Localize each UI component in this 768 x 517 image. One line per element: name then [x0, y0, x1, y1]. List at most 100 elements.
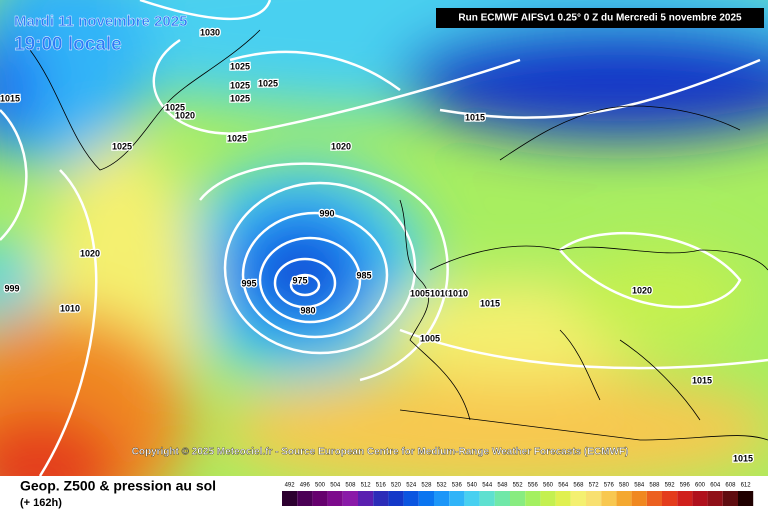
isobar-label: 1015 — [0, 93, 20, 103]
legend: 492 496 500 504 508 512 516 520 524 528 532 536 540 5… — [282, 483, 754, 506]
legend-swatch — [616, 491, 632, 506]
legend-label: 592 — [665, 483, 676, 489]
legend-swatch — [327, 491, 343, 506]
legend-label: 596 — [680, 483, 691, 489]
legend-label: 548 — [497, 483, 508, 489]
legend-label: 512 — [361, 483, 372, 489]
legend-swatch — [297, 491, 313, 506]
run-info: Run ECMWF AIFSv1 0.25° 0 Z du Mercredi 5… — [458, 13, 742, 24]
legend-label: 552 — [513, 483, 524, 489]
legend-label: 564 — [558, 483, 569, 489]
legend-swatch — [449, 491, 465, 506]
legend-label: 492 — [285, 483, 296, 489]
legend-label: 556 — [528, 483, 539, 489]
legend-label: 544 — [482, 483, 493, 489]
isobar-label: 1015 — [480, 298, 500, 308]
legend-swatch — [570, 491, 586, 506]
isobar-label: 1025 — [230, 80, 250, 90]
isobar-label: 1025 — [230, 93, 250, 103]
coastlines — [29, 29, 768, 441]
legend-swatch — [555, 491, 571, 506]
legend-label: 608 — [725, 483, 736, 489]
legend-label: 524 — [406, 483, 417, 489]
legend-swatch — [434, 491, 450, 506]
isobar-label: 1015 — [692, 375, 712, 385]
legend-swatch — [510, 491, 526, 506]
legend-label: 532 — [437, 483, 448, 489]
isobar-label: 1020 — [632, 285, 652, 295]
legend-swatch — [464, 491, 480, 506]
isobar-label: 1025 — [230, 61, 250, 71]
legend-swatch — [525, 491, 541, 506]
isobar-label: 975 — [292, 275, 307, 285]
legend-label: 572 — [589, 483, 600, 489]
legend-swatch — [403, 491, 419, 506]
footer-title: Geop. Z500 & pression au sol — [20, 478, 216, 494]
legend-label: 540 — [467, 483, 478, 489]
isobar-label: 1005 — [420, 333, 440, 343]
legend-label: 504 — [330, 483, 341, 489]
isobar-label: 985 — [356, 270, 371, 280]
legend-swatch — [707, 491, 723, 506]
legend-swatch — [646, 491, 662, 506]
run-box — [436, 8, 764, 28]
legend-label: 508 — [345, 483, 356, 489]
legend-label: 500 — [315, 483, 326, 489]
legend-swatch — [586, 491, 602, 506]
legend-swatch — [601, 491, 617, 506]
isobar-label: 1025 — [258, 78, 278, 88]
legend-swatch — [722, 491, 738, 506]
legend-swatch — [312, 491, 328, 506]
legend-label: 520 — [391, 483, 402, 489]
isobar-label: 995 — [241, 278, 256, 288]
isobar-label: 1010 — [448, 288, 468, 298]
legend-label: 568 — [573, 483, 584, 489]
isobar-label: 1020 — [80, 248, 100, 258]
isobar-label: 1015 — [733, 453, 753, 463]
legend-swatch — [662, 491, 678, 506]
legend-label: 584 — [634, 483, 645, 489]
legend-swatch — [418, 491, 434, 506]
isobar-label: 1025 — [165, 102, 185, 112]
legend-label: 612 — [741, 483, 752, 489]
legend-swatch — [738, 491, 754, 506]
legend-label: 600 — [695, 483, 706, 489]
isobar-label: 1020 — [331, 141, 351, 151]
legend-swatch — [677, 491, 693, 506]
legend-label: 496 — [300, 483, 311, 489]
isobar-label: 980 — [300, 305, 315, 315]
legend-swatch — [282, 491, 298, 506]
legend-swatch — [388, 491, 404, 506]
legend-swatch — [692, 491, 708, 506]
legend-label: 536 — [452, 483, 463, 489]
legend-swatch — [342, 491, 358, 506]
isobar-label: 1005 — [410, 288, 430, 298]
legend-label: 516 — [376, 483, 387, 489]
legend-swatch — [540, 491, 556, 506]
legend-label: 560 — [543, 483, 554, 489]
legend-swatch — [494, 491, 510, 506]
isobar-label: 990 — [319, 208, 334, 218]
legend-label: 588 — [649, 483, 660, 489]
isobar-label: 1025 — [112, 141, 132, 151]
legend-swatch — [479, 491, 495, 506]
legend-label: 576 — [604, 483, 615, 489]
copyright: Copyright © 2025 Meteociel.fr - Source E… — [132, 447, 629, 458]
legend-label: 580 — [619, 483, 630, 489]
legend-label: 528 — [421, 483, 432, 489]
isobar-label: 1025 — [227, 133, 247, 143]
isobar-label: 1015 — [465, 112, 485, 122]
isobar-label: 1030 — [200, 27, 220, 37]
legend-label: 604 — [710, 483, 721, 489]
legend-swatch — [373, 491, 389, 506]
isobar-label: 1020 — [175, 110, 195, 120]
legend-swatch — [631, 491, 647, 506]
forecast-date: Mardi 11 novembre 2025 — [14, 13, 187, 30]
footer-subtitle: (+ 162h) — [20, 497, 62, 509]
forecast-time: 19:00 locale — [14, 34, 122, 55]
isobar-label: 999 — [4, 283, 19, 293]
